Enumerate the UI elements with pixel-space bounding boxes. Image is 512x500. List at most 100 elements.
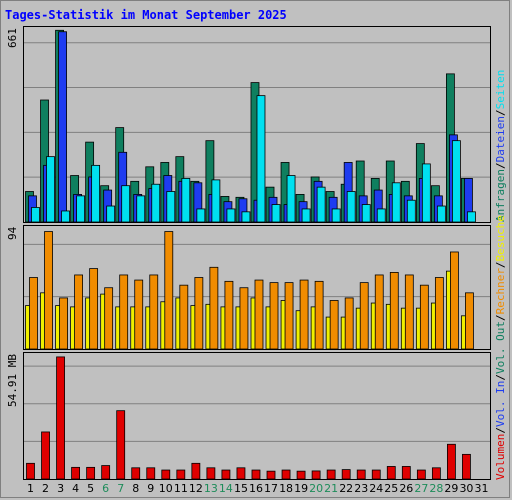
bar-volumen <box>26 462 35 479</box>
panel1-ymax-label: 661 <box>6 28 19 48</box>
bar-seiten <box>61 210 70 222</box>
bar-rechner <box>404 274 414 349</box>
legend-entry: Besuche <box>494 215 507 262</box>
bar-volumen <box>131 467 141 479</box>
x-tick-label: 6 <box>102 482 110 495</box>
x-tick-label: 11 <box>173 482 188 495</box>
bar-rechner <box>419 284 429 349</box>
bar-volumen <box>41 431 50 479</box>
bar-rechner <box>134 279 144 349</box>
bar-rechner <box>450 251 459 349</box>
bar-seiten <box>361 204 371 222</box>
bar-seiten <box>286 175 296 222</box>
legend-entry: Volumen <box>494 433 507 480</box>
legend-entry: Seiten <box>494 69 507 110</box>
bar-seiten <box>106 205 116 222</box>
bar-rechner <box>224 280 234 349</box>
bar-seiten <box>211 179 221 222</box>
legend-entry: / <box>494 427 507 434</box>
bar-volumen <box>221 469 231 479</box>
bar-seiten <box>181 178 191 222</box>
chart-svg-panel3 <box>24 356 490 479</box>
x-tick-label: 23 <box>354 482 369 495</box>
x-tick-label: 1 <box>27 482 35 495</box>
bar-volumen <box>462 453 471 479</box>
bar-seiten <box>91 164 101 222</box>
x-tick-label: 30 <box>459 482 474 495</box>
bar-dateien <box>373 189 383 222</box>
panel2-ymax-label: 94 <box>6 226 19 240</box>
bar-volumen <box>431 467 441 479</box>
x-tick-label: 24 <box>369 482 384 495</box>
x-axis-day-labels: 1 2 3 4 5 6 7 8 9 10 11 12 13 14 15 16 17 18 19 20 21 22 23 24 2… <box>23 482 491 498</box>
bar-volumen <box>206 467 216 479</box>
bar-volumen <box>341 469 351 479</box>
legend-entry: Vol. Out <box>494 321 507 375</box>
bar-volumen <box>416 469 426 479</box>
legend-entry: / <box>494 162 507 170</box>
x-tick-label: 7 <box>117 482 125 495</box>
bar-rechner <box>119 274 129 349</box>
bar-volumen <box>236 467 246 479</box>
bar-seiten <box>391 182 401 222</box>
bar-volumen <box>191 462 201 479</box>
bar-rechner <box>59 297 68 349</box>
x-tick-label: 12 <box>188 482 203 495</box>
chart-svg-panel2 <box>24 231 490 349</box>
legend-entry: / <box>494 109 507 117</box>
x-tick-label: 22 <box>339 482 354 495</box>
bar-rechner <box>434 277 444 349</box>
x-tick-label: 9 <box>147 482 155 495</box>
bar-rechner <box>389 272 399 349</box>
bar-rechner <box>269 282 279 349</box>
bar-seiten <box>196 208 206 222</box>
bar-volumen <box>161 469 171 479</box>
bar-seiten <box>436 205 446 222</box>
bar-rechner <box>104 287 114 349</box>
x-tick-label: 18 <box>279 482 294 495</box>
bar-rechner <box>344 297 354 349</box>
bar-rechner <box>465 292 474 349</box>
x-tick-label: 21 <box>324 482 339 495</box>
bar-seiten <box>421 163 431 222</box>
bar-seiten <box>76 195 85 222</box>
legend-top: Anfragen/Dateien/Seiten <box>494 70 507 222</box>
x-tick-label: 4 <box>72 482 80 495</box>
bar-seiten <box>226 208 236 222</box>
bar-rechner <box>359 282 369 349</box>
legend-bottom: Volumen/Vol. In/Vol. Out/Rechner/Besuche <box>494 215 507 480</box>
bar-volumen <box>71 466 80 479</box>
x-tick-label: 10 <box>158 482 173 495</box>
bar-rechner <box>164 231 174 349</box>
bar-seiten <box>151 183 161 222</box>
bar-volumen <box>86 466 96 479</box>
bar-volumen <box>447 443 456 479</box>
bar-volumen <box>266 470 276 479</box>
bar-seiten <box>166 191 176 222</box>
x-tick-label: 27 <box>414 482 429 495</box>
bar-dateien <box>58 31 67 222</box>
bar-rechner <box>284 282 294 349</box>
bar-dateien <box>464 178 473 222</box>
x-tick-label: 17 <box>264 482 279 495</box>
bar-volumen <box>311 470 321 479</box>
legend-entry: Anfragen <box>494 169 507 222</box>
bar-rechner <box>149 274 159 349</box>
x-tick-label: 16 <box>249 482 263 495</box>
legend-entry: / <box>494 261 507 269</box>
chart-svg-panel1 <box>24 29 490 222</box>
bar-volumen <box>296 470 306 479</box>
bar-volumen <box>356 469 366 479</box>
bar-volumen <box>101 465 111 479</box>
bar-rechner <box>179 284 189 349</box>
bar-volumen <box>371 469 381 479</box>
bar-seiten <box>406 199 416 222</box>
panel-rechner-besuche <box>23 225 491 350</box>
x-tick-label: 15 <box>233 482 248 495</box>
bar-seiten <box>301 208 311 222</box>
bar-volumen <box>386 466 396 479</box>
bar-rechner <box>89 268 99 349</box>
x-tick-label: 3 <box>57 482 65 495</box>
bar-volumen <box>326 469 336 479</box>
